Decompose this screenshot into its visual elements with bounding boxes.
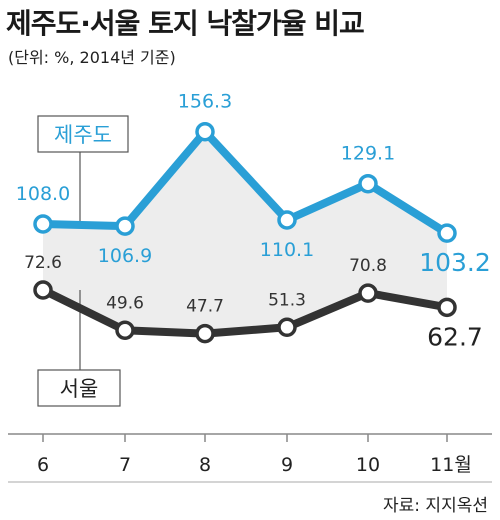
x-tick-label: 9 — [281, 454, 293, 476]
point-jeju — [33, 214, 53, 234]
data-label-jeju: 129.1 — [341, 143, 395, 165]
series-line-seoul — [39, 286, 451, 338]
data-label-seoul: 51.3 — [268, 290, 306, 310]
legend-box-seoul — [37, 369, 121, 407]
x-tick-label: 11월 — [430, 454, 472, 476]
point-seoul — [437, 297, 457, 318]
data-label-seoul: 72.6 — [24, 253, 62, 273]
legend-label-seoul: 서울 — [60, 377, 99, 401]
x-tick-label: 10 — [356, 454, 380, 476]
point-seoul — [115, 320, 135, 340]
source-note: 자료: 지지옥션 — [383, 496, 488, 516]
x-tick-label: 7 — [119, 454, 131, 476]
data-label-seoul: 49.6 — [106, 293, 144, 313]
data-label-jeju: 156.3 — [178, 91, 232, 113]
legend-box-jeju — [37, 115, 129, 153]
x-tick-label: 8 — [199, 454, 211, 476]
point-seoul — [195, 323, 215, 344]
data-label-seoul: 47.7 — [186, 297, 224, 317]
data-label-jeju: 106.9 — [98, 245, 152, 267]
data-label-jeju: 108.0 — [16, 183, 70, 205]
data-label-jeju: 103.2 — [419, 248, 491, 277]
point-jeju — [195, 121, 215, 142]
point-jeju — [358, 173, 378, 194]
point-seoul — [277, 317, 297, 338]
point-seoul — [33, 280, 53, 300]
chart-subtitle: (단위: %, 2014년 기준) — [8, 48, 176, 67]
data-label-jeju: 110.1 — [260, 239, 314, 261]
data-label-seoul: 62.7 — [427, 322, 483, 351]
x-tick-label: 6 — [37, 454, 49, 476]
point-jeju — [277, 210, 297, 230]
point-jeju — [437, 223, 457, 243]
chart-title: 제주도·서울 토지 낙찰가율 비교 — [6, 7, 365, 40]
legend-label-jeju: 제주도 — [54, 123, 112, 147]
series-line-jeju — [39, 127, 451, 238]
data-label-seoul: 70.8 — [349, 256, 387, 276]
gap-area — [43, 131, 447, 334]
point-jeju — [115, 216, 135, 236]
point-seoul — [358, 283, 378, 303]
